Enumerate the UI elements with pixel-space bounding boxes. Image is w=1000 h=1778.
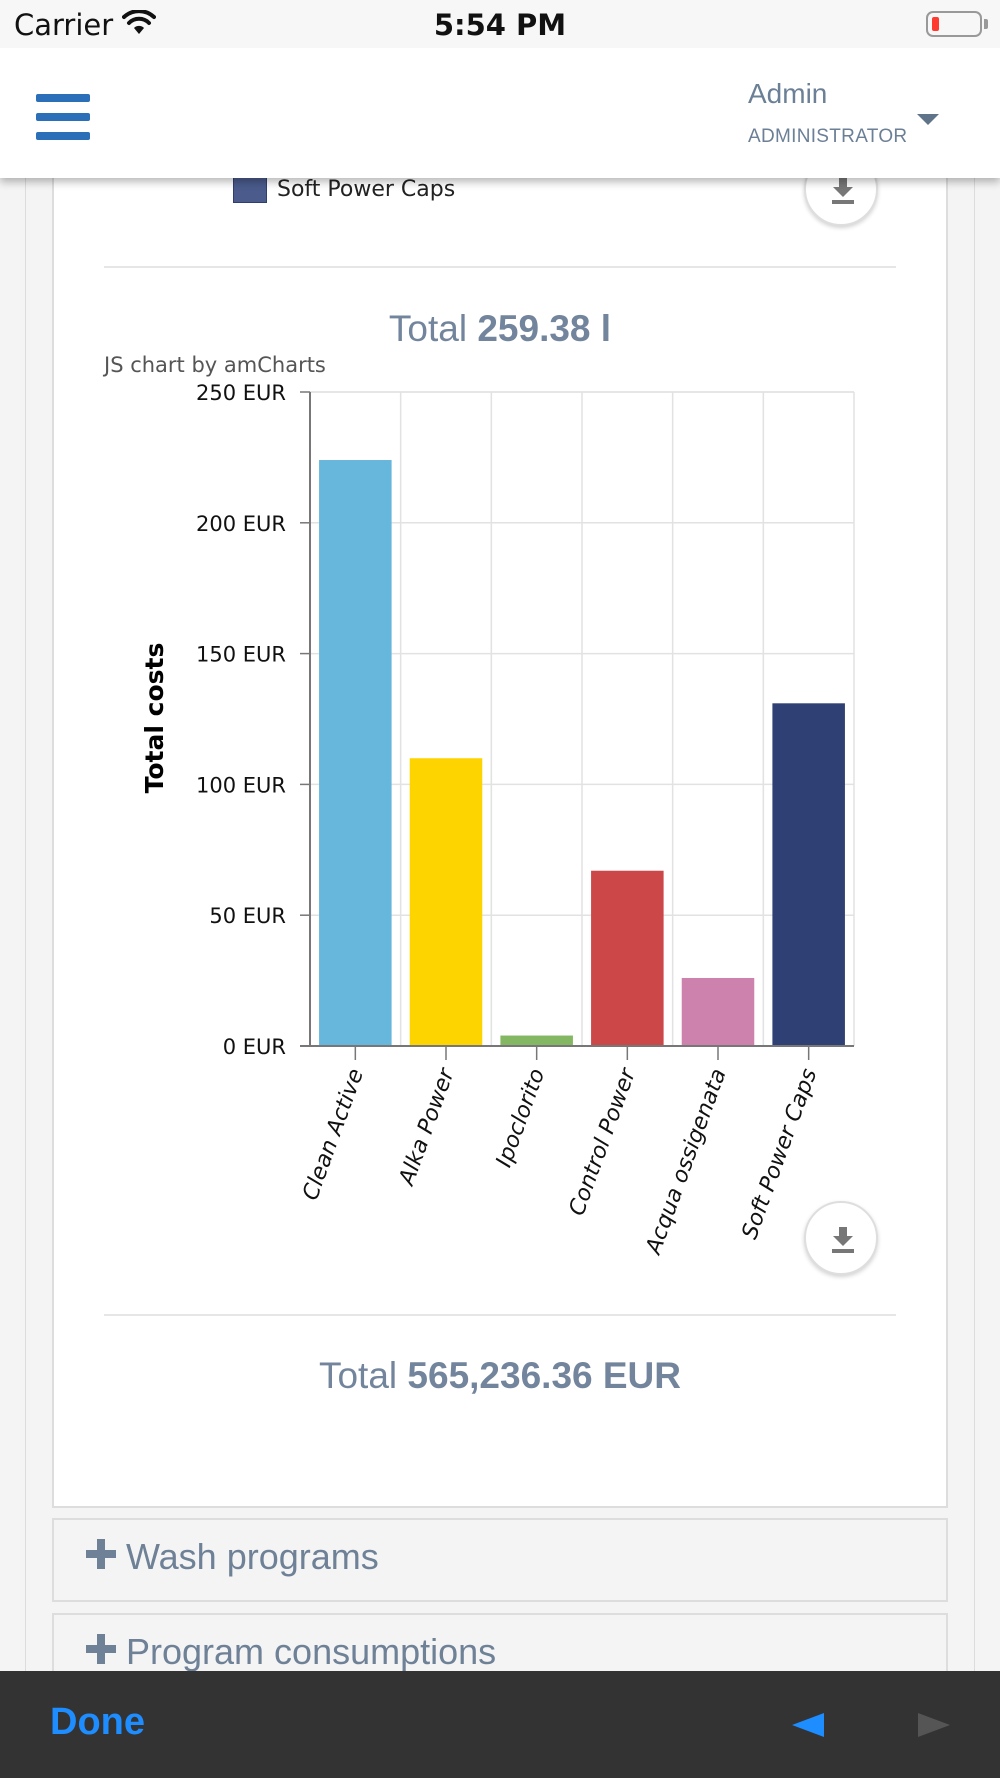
bar-soft-power-caps — [772, 703, 845, 1046]
divider — [104, 266, 896, 268]
x-tick-label-clean-active: Clean Active — [298, 1066, 369, 1204]
user-name[interactable]: Admin — [748, 78, 828, 109]
y-axis-label: Total costs — [140, 643, 169, 794]
battery-low-icon — [926, 11, 982, 37]
arrow-left-icon[interactable] — [792, 1713, 824, 1737]
y-tick-label: 0 EUR — [223, 1035, 286, 1059]
bar-control-power — [591, 870, 664, 1046]
browser-toolbar: Done — [0, 1671, 1000, 1778]
liters-total: Total 259.38 l — [52, 308, 948, 350]
battery-tip — [984, 19, 988, 29]
legend-item-soft-power-caps: Soft Power Caps — [233, 174, 455, 204]
wifi-icon — [122, 10, 156, 34]
plus-icon — [86, 1539, 116, 1569]
download-icon — [832, 178, 854, 204]
y-tick-label: 150 EUR — [196, 643, 286, 667]
download-icon — [832, 1227, 854, 1253]
liters-total-value: 259.38 l — [477, 308, 612, 349]
carrier-label: Carrier — [14, 8, 114, 42]
app-header: Admin ADMINISTRATOR — [0, 48, 1000, 178]
bar-clean-active — [319, 460, 392, 1046]
divider — [104, 1314, 896, 1316]
chart-bars — [319, 460, 845, 1046]
cost-total: Total 565,236.36 EUR — [52, 1355, 948, 1397]
clock: 5:54 PM — [433, 8, 567, 42]
chart-credit-link[interactable]: JS chart by amCharts — [104, 353, 326, 377]
y-tick-labels: 0 EUR 50 EUR 100 EUR 150 EUR 200 EUR 250 EUR — [196, 381, 286, 1059]
chart-grid — [310, 391, 855, 1047]
arrow-right-icon[interactable] — [918, 1713, 950, 1737]
liters-total-prefix: Total — [388, 308, 468, 349]
bar-acqua-ossigenata — [681, 977, 755, 1046]
x-tick-label-ipoclorito: Ipoclorito — [492, 1066, 551, 1171]
x-tick-label-acqua-ossigenata: Acqua ossigenata — [641, 1066, 732, 1260]
y-tick-label: 50 EUR — [209, 904, 286, 928]
status-bar: Carrier 5:54 PM — [0, 0, 1000, 48]
y-tick-label: 250 EUR — [196, 381, 286, 405]
accordion-label: Wash programs — [126, 1536, 379, 1577]
y-tick-label: 200 EUR — [196, 512, 286, 536]
bar-ipoclorito — [500, 1035, 573, 1046]
x-tick-labels: Clean Active Alka Power Ipoclorito Control … — [298, 1064, 822, 1260]
chart-axes — [300, 391, 854, 1060]
cost-total-value: 565,236.36 EUR — [407, 1355, 682, 1396]
legend-label: Soft Power Caps — [277, 176, 456, 202]
bar-alka-power — [409, 758, 483, 1046]
hamburger-menu-icon[interactable] — [36, 94, 90, 140]
y-tick-label: 100 EUR — [196, 773, 286, 797]
x-tick-label-control-power: Control Power — [565, 1064, 642, 1219]
legend-swatch — [233, 175, 267, 203]
cost-total-prefix: Total — [318, 1355, 398, 1396]
done-button[interactable]: Done — [50, 1701, 145, 1743]
accordion-label: Program consumptions — [126, 1631, 497, 1672]
caret-down-icon[interactable] — [917, 114, 939, 125]
user-role: ADMINISTRATOR — [748, 126, 908, 147]
download-button-chart[interactable] — [804, 1201, 878, 1275]
x-tick-label-soft-power-caps: Soft Power Caps — [737, 1066, 822, 1243]
x-tick-label-alka-power: Alka Power — [394, 1064, 460, 1191]
accordion-wash-programs[interactable]: Wash programs — [52, 1518, 948, 1602]
plus-icon — [86, 1634, 116, 1664]
